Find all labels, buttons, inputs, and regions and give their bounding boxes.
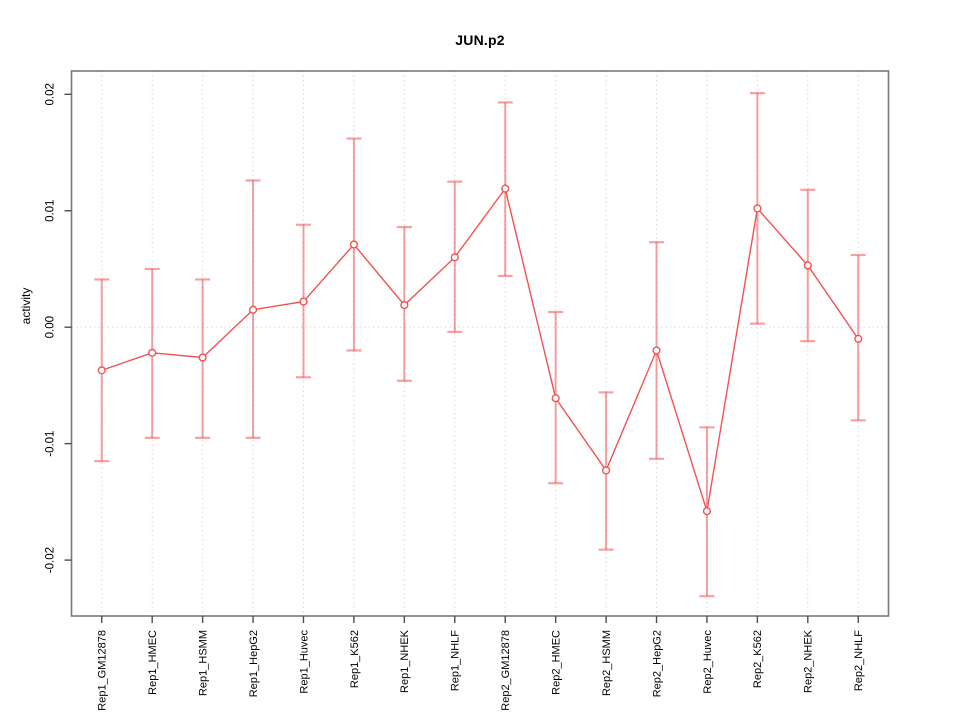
plot-border (70, 70, 890, 617)
data-point (854, 334, 863, 343)
data-point (198, 353, 207, 362)
data-point (652, 346, 661, 355)
x-tick-label: Rep1_HMEC (147, 630, 159, 695)
x-tick-label: Rep2_HepG2 (651, 630, 663, 697)
y-tick-label: 0.01 (45, 200, 57, 222)
data-point (450, 253, 459, 262)
data-point (803, 261, 812, 270)
data-point (501, 184, 510, 193)
x-tick-label: Rep2_K562 (752, 630, 764, 688)
x-tick-label: Rep1_HepG2 (248, 630, 260, 697)
x-tick-label: Rep2_HMEC (550, 630, 562, 695)
x-tick-label: Rep2_NHLF (853, 630, 865, 691)
data-point (601, 466, 611, 475)
data-point (148, 348, 157, 357)
y-tick-label: -0.02 (45, 547, 57, 573)
data-point (248, 305, 258, 314)
chart-title: JUN.p2 (455, 32, 505, 48)
x-tick-label: Rep2_NHEK (803, 629, 815, 693)
y-tick-label: -0.01 (45, 431, 57, 457)
x-tick-label: Rep2_GM12878 (500, 630, 512, 711)
x-tick-label: Rep1_Huvec (298, 630, 310, 694)
data-point (400, 300, 409, 310)
data-point (349, 240, 359, 249)
data-point (97, 366, 106, 375)
x-tick-label: Rep2_HSMM (601, 630, 613, 696)
data-point (753, 204, 762, 213)
x-tick-label: Rep1_NHEK (399, 629, 411, 693)
data-point (551, 394, 560, 403)
series-line (101, 186, 859, 512)
x-tick-label: Rep1_HSMM (197, 630, 209, 696)
y-tick-label: 0.00 (45, 316, 57, 338)
data-point (702, 507, 712, 516)
x-tick-label: Rep2_Huvec (702, 630, 714, 694)
y-axis-label: activity (19, 287, 33, 325)
y-tick-label: 0.02 (45, 83, 57, 105)
x-tick-label: Rep1_K562 (349, 630, 361, 688)
x-tick-label: Rep1_NHLF (450, 630, 462, 691)
data-point (299, 297, 308, 306)
x-tick-label: Rep1_GM12878 (97, 630, 109, 711)
